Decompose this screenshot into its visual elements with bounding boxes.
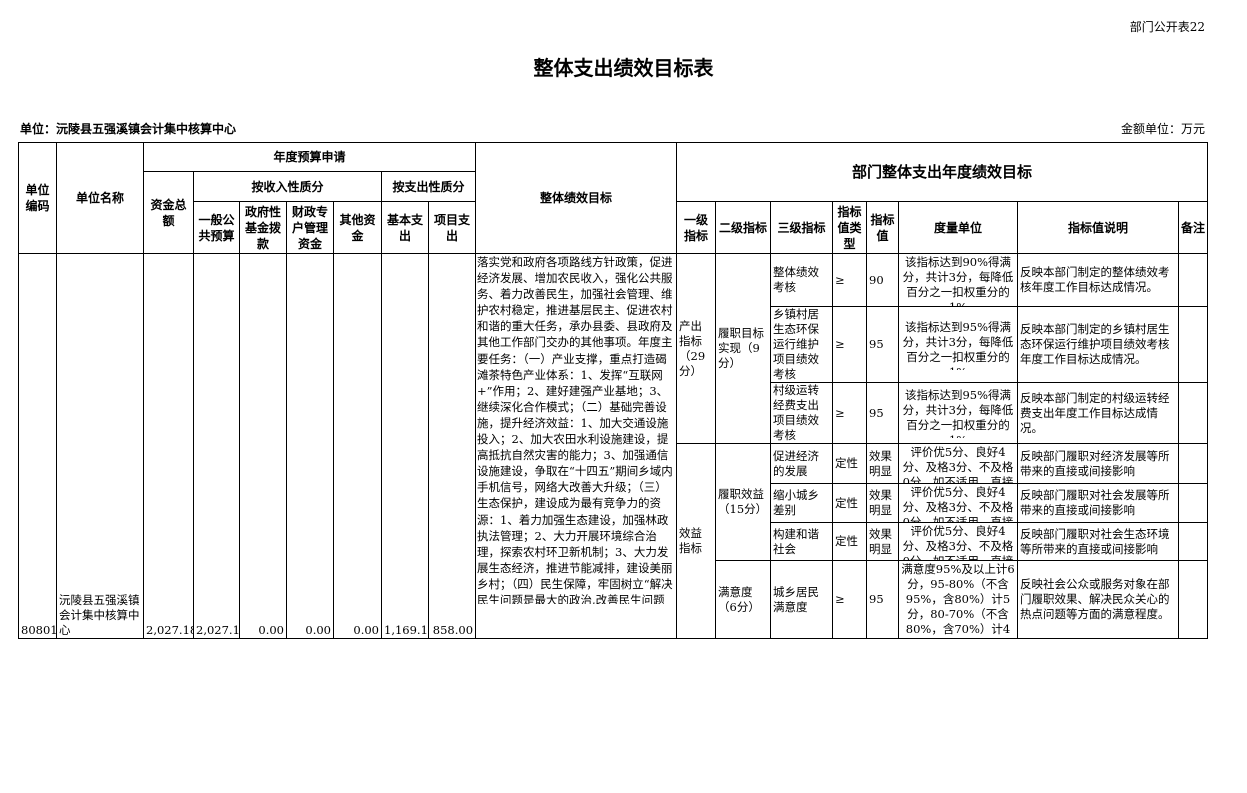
metric-measure-cell: 该指标达到95%得满分，共计3分，每降低百分之一扣权重分的1% [898,306,1019,383]
metric-level3: 缩小城乡差别 [770,483,834,523]
amount-total: 2,027.18 [143,253,194,639]
table-row: 满意度（6分） 城乡居民满意度 ≥95 满意度95%及以上计6分，95-80%（不含9… [19,560,1209,639]
header-level3: 三级指标 [770,201,834,254]
header-level2: 二级指标 [715,201,772,254]
metric-remark [1178,306,1209,383]
page-title: 整体支出绩效目标表 [533,56,714,80]
metric-type: 定性 [832,443,868,484]
metric-level3: 促进经济的发展 [770,443,834,484]
metric-measure: 评价优5分、良好4分、及格3分、不及格0分，如不适用，直接计分 [902,444,1014,483]
metric-measure-cell: 满意度95%及以上计6分，95-80%（不含95%，含80%）计5分，80-70… [898,560,1019,639]
header-total: 资金总额 [143,171,194,254]
metric-measure: 该指标达到95%得满分，共计3分，每降低百分之一扣权重分的1% [902,388,1014,438]
header-dept-goal: 部门整体支出年度绩效目标 [676,142,1209,202]
metric-explain: 反映本部门制定的村级运转经费支出年度工作目标达成情况。 [1017,382,1180,444]
metric-type: ≥ [832,560,868,639]
metric-type: ≥ [832,306,868,383]
level2-duty: 履职目标实现（9分） [715,253,772,444]
metric-measure: 评价优5分、良好4分、及格3分、不及格0分，如不适用，直接计分 [902,484,1014,522]
metric-value: 90 [866,253,900,307]
table-row: 缩小城乡差别 定性 效果明显 评价优5分、良好4分、及格3分、不及格0分，如不适用，直… [19,483,1209,523]
metric-remark [1178,522,1209,561]
header-code: 单位编码 [18,142,57,254]
header-remark: 备注 [1178,201,1209,254]
amount-other: 0.00 [333,253,382,639]
metric-measure: 该指标达到90%得满分，共计3分，每降低百分之一扣权重分的1% [902,254,1014,306]
header-value-type: 指标值类型 [832,201,868,254]
amount-project: 858.00 [427,253,477,639]
metric-level3: 城乡居民满意度 [770,560,834,639]
header-name: 单位名称 [56,142,144,254]
metric-measure-cell: 评价优5分、良好4分、及格3分、不及格0分，如不适用，直接计分 [898,483,1019,523]
table-row: 乡镇村居生态环保运行维护项目绩效考核 ≥95 该指标达到95%得满分，共计3分，每降… [19,306,1209,383]
unit-name: 沅陵县五强溪镇会计集中核算中心 [56,253,144,639]
unit-code: 808016 [18,253,57,639]
header-gov-fund: 政府性基金拨款 [239,201,287,254]
form-number: 部门公开表22 [1129,20,1205,34]
metric-explain: 反映社会公众或服务对象在部门履职效果、解决民众关心的热点问题等方面的满意程度。 [1017,560,1180,639]
metric-explain: 反映本部门制定的乡镇村居生态环保运行维护项目绩效考核年度工作目标达成情况。 [1017,306,1180,383]
metric-measure-cell: 该指标达到90%得满分，共计3分，每降低百分之一扣权重分的1% [898,253,1019,307]
goal-cell: 落实党和政府各项路线方针政策，促进经济发展、增加农民收入，强化公共服务、着力改善… [475,253,678,639]
metric-remark [1178,253,1209,307]
amount-basic: 1,169.18 [381,253,429,639]
metric-type: ≥ [832,253,868,307]
header-special: 财政专户管理资金 [286,201,334,254]
metric-explain: 反映部门履职对经济发展等所带来的直接或间接影响 [1017,443,1180,484]
metric-level3: 村级运转经费支出项目绩效考核 [770,382,834,444]
metric-remark [1178,560,1209,639]
table-row: 效益指标 履职效益（15分） 促进经济的发展 定性 效果明显 评价优5分、良好4分、及格3… [19,443,1209,639]
metric-measure: 该指标达到95%得满分，共计3分，每降低百分之一扣权重分的1% [902,319,1014,370]
amount-general: 2,027.18 [193,253,240,639]
metric-value: 效果明显 [866,483,900,523]
table-row: 808016沅陵县五强溪镇会计集中核算中心2,027.182,027.180.0… [18,253,1209,639]
header-measure: 度量单位 [898,201,1019,254]
amount-unit: 金额单位：万元 [1120,122,1205,136]
table-row: 构建和谐社会定性效果明显评价优5分、良好4分、及格3分、不及格0分，如不适用，直… [19,522,1209,561]
metric-remark [1178,483,1209,523]
header-value: 指标值 [866,201,900,254]
metric-explain: 反映部门履职对社会生态环境等所带来的直接或间接影响 [1017,522,1180,561]
header-budget: 年度预算申请 [142,142,477,172]
metric-value: 效果明显 [866,522,900,561]
metric-value: 95 [866,560,900,639]
level1-output: 产出指标（29分） [676,253,717,444]
level2-benefit: 履职效益（15分） [715,443,772,561]
header-basic: 基本支出 [381,201,429,254]
metric-value: 95 [866,382,900,444]
metric-value: 效果明显 [866,443,900,484]
metric-measure-cell: 该指标达到95%得满分，共计3分，每降低百分之一扣权重分的1% [898,382,1019,444]
performance-table: 单位编码 单位名称 年度预算申请 整体绩效目标 部门整体支出年度绩效目标 资金总… [18,142,1209,639]
metric-type: ≥ [832,382,868,444]
metric-level3: 乡镇村居生态环保运行维护项目绩效考核 [770,306,834,383]
header-other: 其他资金 [333,201,382,254]
metric-measure-cell: 评价优5分、良好4分、及格3分、不及格0分，如不适用，直接计分 [898,443,1019,484]
amount-gov_fund: 0.00 [239,253,287,639]
header-goal: 整体绩效目标 [475,142,678,254]
metric-measure-cell: 评价优5分、良好4分、及格3分、不及格0分，如不适用，直接计分 [898,522,1019,561]
table-row: 村级运转经费支出项目绩效考核 ≥95 该指标达到95%得满分，共计3分，每降低百分之… [19,382,1209,444]
goal-text: 落实党和政府各项路线方针政策，促进经济发展、增加农民收入，强化公共服务、着力改善… [477,255,673,604]
level2-satisfaction: 满意度（6分） [715,560,772,639]
metric-explain: 反映本部门制定的整体绩效考核年度工作目标达成情况。 [1017,253,1180,307]
metric-level3: 构建和谐社会 [770,522,834,561]
metric-remark [1178,443,1209,484]
header-by-income: 按收入性质分 [193,171,382,202]
header-project: 项目支出 [427,201,477,254]
metric-measure: 评价优5分、良好4分、及格3分、不及格0分，如不适用，直接计分 [902,523,1014,560]
header-general: 一般公共预算 [193,201,240,254]
amount-special: 0.00 [286,253,334,639]
unit-label: 单位：沅陵县五强溪镇会计集中核算中心 [20,122,237,136]
metric-level3: 整体绩效考核 [770,253,834,307]
header-level1: 一级指标 [676,201,717,254]
header-by-expense: 按支出性质分 [380,171,477,202]
level1-benefit: 效益指标 [676,443,717,639]
metric-remark [1178,382,1209,444]
metric-value: 95 [866,306,900,383]
metric-explain: 反映部门履职对社会发展等所带来的直接或间接影响 [1017,483,1180,523]
metric-type: 定性 [832,483,868,523]
metric-type: 定性 [832,522,868,561]
metric-measure: 满意度95%及以上计6分，95-80%（不含95%，含80%）计5分，80-70… [901,561,1015,638]
header-explain: 指标值说明 [1017,201,1180,254]
